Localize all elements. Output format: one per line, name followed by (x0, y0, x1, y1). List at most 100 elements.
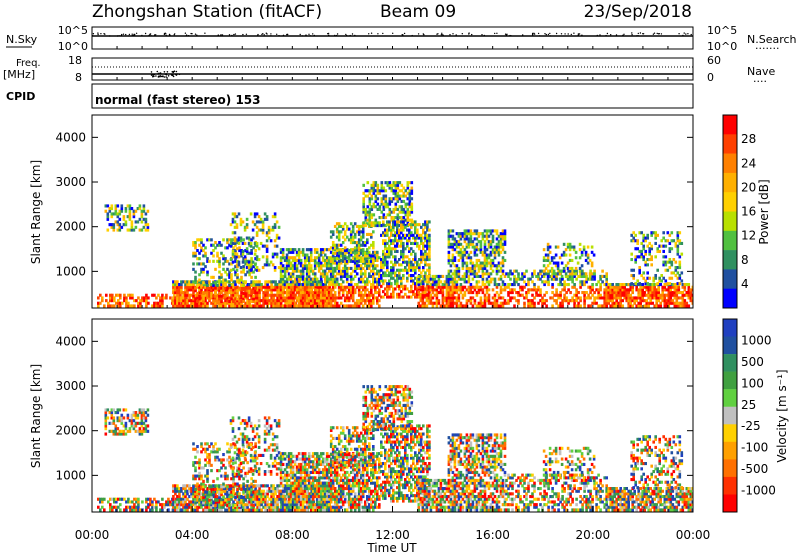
data-cell (335, 283, 339, 287)
data-cell (309, 248, 313, 252)
data-cell (386, 292, 389, 296)
data-cell (200, 241, 203, 245)
data-cell (372, 189, 376, 193)
data-cell (279, 288, 283, 292)
data-cell (424, 258, 427, 262)
data-cell (390, 241, 393, 245)
data-cell (515, 291, 518, 295)
data-cell (402, 255, 405, 259)
data-cell (281, 277, 285, 281)
data-cell (382, 266, 385, 270)
data-cell (184, 301, 187, 305)
data-cell (638, 249, 641, 253)
data-cell (549, 274, 552, 278)
data-cell (398, 189, 402, 193)
data-cell (429, 301, 433, 305)
data-cell (190, 304, 193, 308)
data-cell (400, 189, 404, 193)
data-cell (445, 293, 449, 297)
nsearch-dot (549, 35, 551, 37)
data-cell (198, 278, 201, 282)
data-cell (123, 497, 126, 501)
data-cell (422, 276, 425, 280)
data-cell (676, 231, 680, 235)
data-cell (361, 251, 365, 255)
data-cell (198, 243, 201, 247)
data-cell (115, 293, 118, 297)
data-cell (483, 250, 487, 254)
data-cell (513, 277, 516, 281)
data-cell (256, 288, 259, 292)
data-cell (110, 429, 114, 433)
data-cell (529, 277, 532, 281)
data-cell (131, 505, 134, 509)
data-cell (435, 288, 439, 292)
data-cell (414, 220, 417, 224)
data-cell (396, 249, 399, 253)
data-cell (629, 296, 632, 300)
data-cell (386, 233, 389, 237)
data-cell (249, 263, 253, 267)
data-cell (636, 255, 639, 259)
data-cell (130, 421, 134, 425)
data-cell (130, 207, 134, 211)
nsearch-dot (656, 32, 658, 35)
data-cell (372, 254, 375, 258)
data-cell (230, 262, 233, 266)
data-cell (145, 299, 148, 303)
data-cell (359, 301, 363, 305)
data-cell (364, 251, 367, 255)
data-cell (283, 283, 287, 287)
data-cell (222, 278, 225, 282)
nsearch-dot (687, 33, 689, 35)
data-cell (445, 296, 449, 300)
data-cell (529, 304, 532, 308)
data-cell (662, 244, 665, 248)
data-cell (136, 220, 140, 224)
data-cell (186, 293, 189, 297)
data-cell (364, 241, 367, 245)
data-cell (161, 299, 164, 303)
data-cell (250, 249, 253, 253)
data-cell (224, 294, 227, 298)
data-cell (250, 238, 253, 242)
data-cell (324, 283, 327, 287)
data-cell (362, 199, 365, 203)
data-cell (609, 293, 612, 297)
data-cell (426, 244, 429, 248)
data-cell (410, 268, 413, 272)
data-cell (400, 236, 403, 240)
nsearch-dot (141, 34, 143, 37)
data-cell (449, 258, 453, 262)
data-cell (603, 283, 606, 287)
data-cell (126, 413, 130, 417)
data-cell (673, 285, 677, 289)
data-cell (392, 241, 395, 245)
data-cell (285, 264, 289, 268)
data-cell (599, 274, 602, 278)
data-cell (416, 282, 419, 286)
data-cell (585, 277, 588, 281)
data-cell (469, 299, 473, 303)
data-cell (535, 293, 538, 297)
data-cell (347, 227, 351, 231)
data-cell (664, 244, 668, 248)
data-cell (489, 277, 493, 281)
data-cell (461, 258, 465, 262)
data-cell (172, 280, 175, 284)
data-cell (595, 296, 598, 300)
data-cell (140, 215, 144, 219)
data-cell (224, 304, 227, 308)
data-cell (242, 283, 245, 287)
data-cell (673, 291, 677, 295)
data-cell (394, 205, 398, 209)
nsearch-dot (403, 32, 406, 35)
data-cell (678, 266, 682, 270)
data-cell (307, 256, 311, 260)
data-cell (619, 299, 622, 303)
data-cell (404, 236, 407, 240)
data-cell (380, 274, 383, 278)
data-cell (503, 242, 507, 246)
data-cell (418, 292, 421, 296)
data-cell (551, 291, 554, 295)
